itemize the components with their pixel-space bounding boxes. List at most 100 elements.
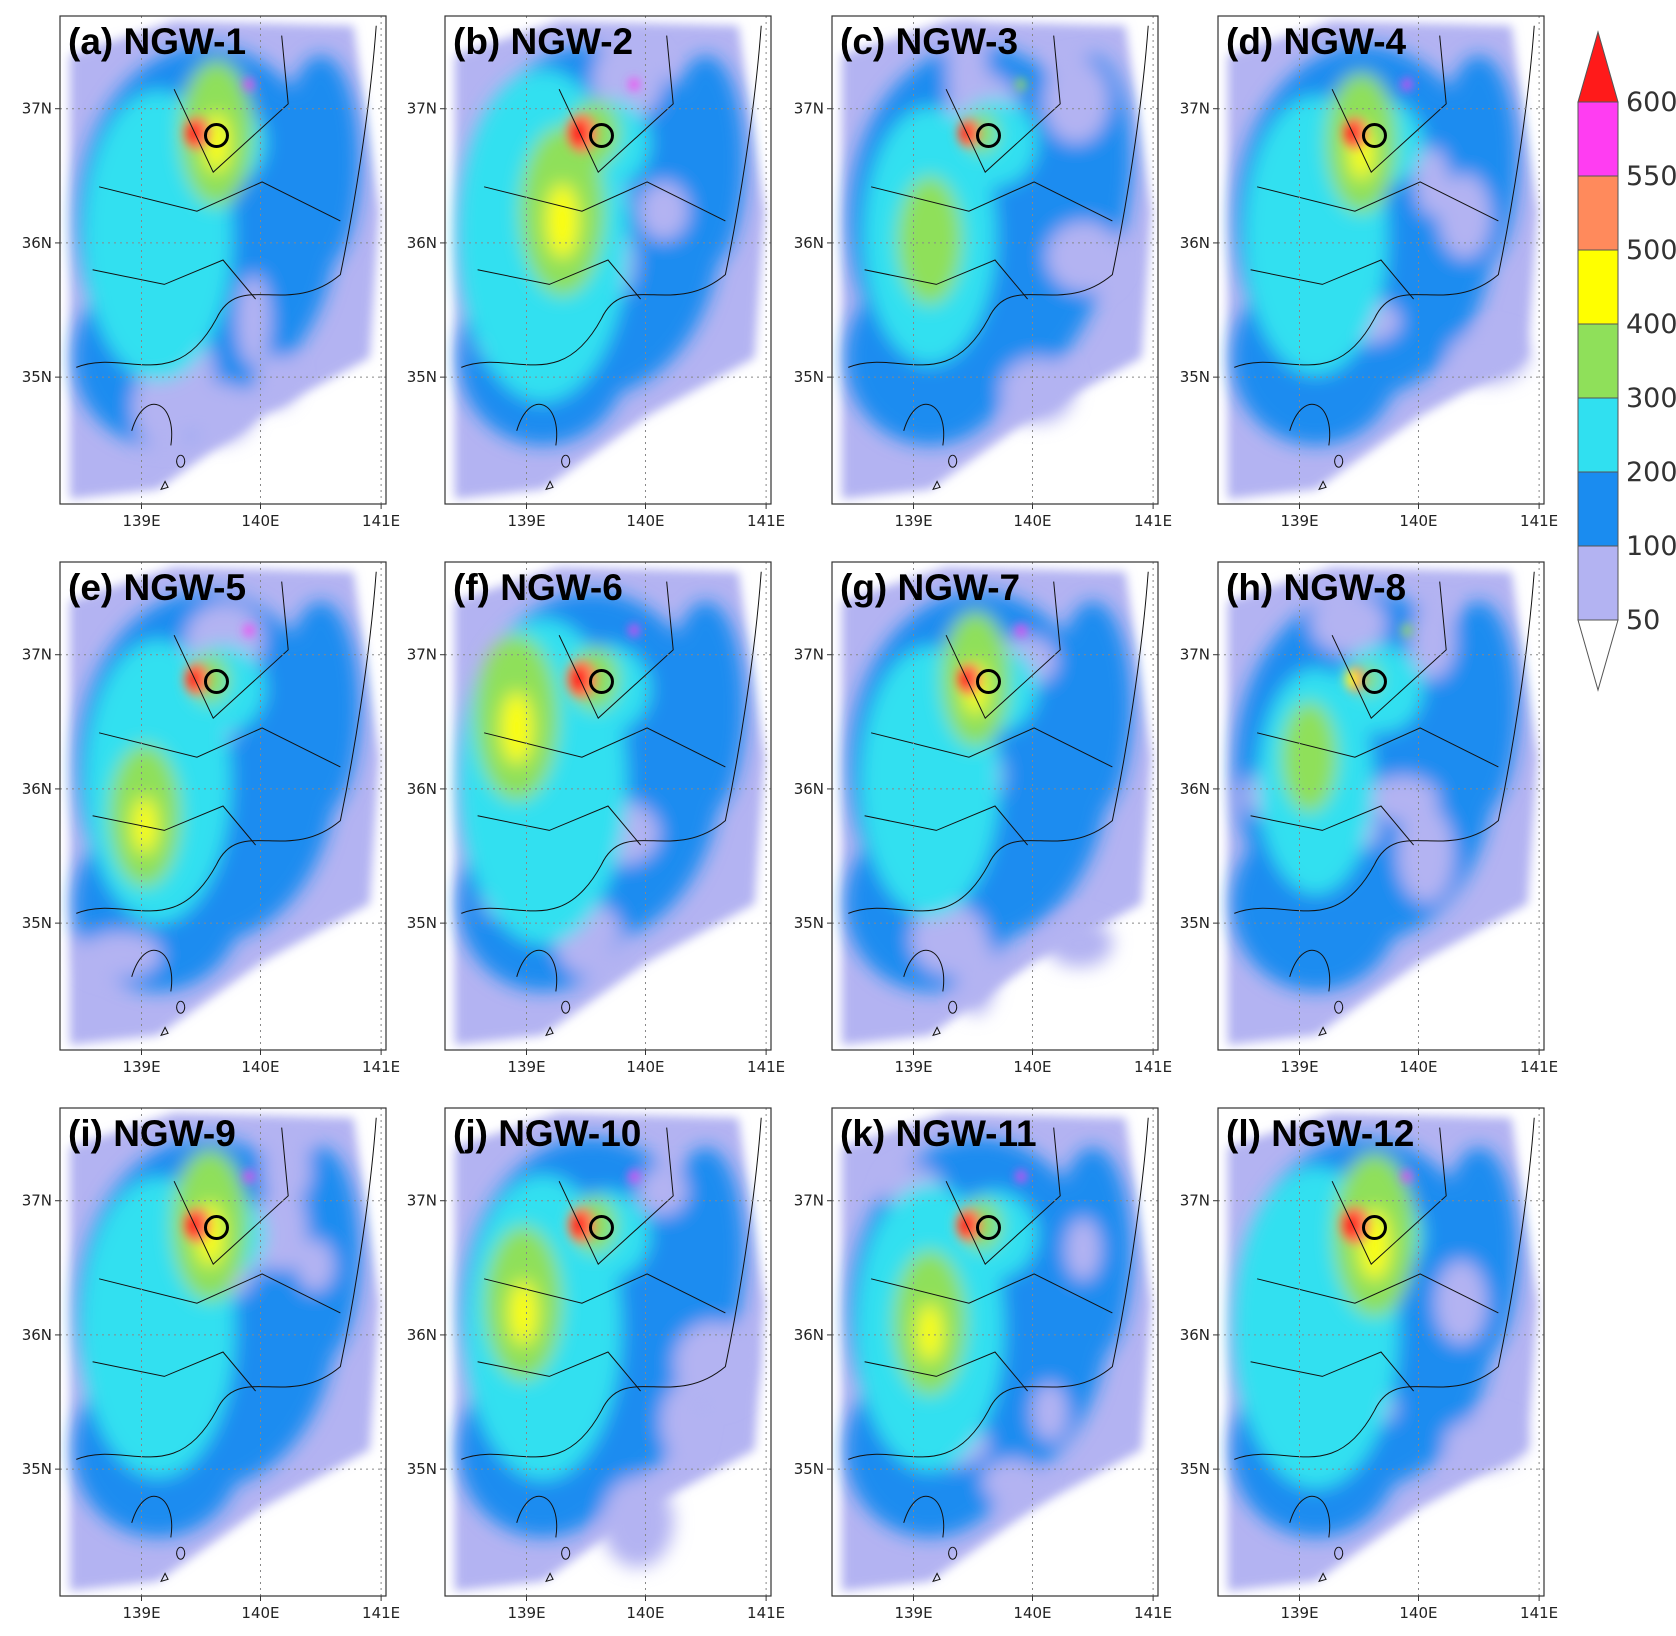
precipitation-field	[445, 1108, 771, 1596]
lon-tick-label: 141E	[1520, 512, 1558, 530]
lat-tick-label: 36N	[794, 780, 824, 798]
colorbar-swatch	[1577, 101, 1619, 177]
lat-tick-label: 37N	[1180, 1192, 1210, 1210]
lat-tick-label: 36N	[22, 234, 52, 252]
lat-tick-label: 35N	[794, 1460, 824, 1478]
lon-tick-label: 139E	[894, 1604, 932, 1622]
lat-tick-label: 36N	[1180, 1326, 1210, 1344]
lat-tick-label: 37N	[794, 646, 824, 664]
lat-tick-label: 36N	[407, 1326, 437, 1344]
colorbar-swatch	[1577, 323, 1619, 399]
map-panel: 37N 36N 35N 139E 140E 141E (g) NGW-7	[794, 561, 1172, 1076]
lat-tick-label: 37N	[407, 1192, 437, 1210]
colorbar-label: 200	[1626, 457, 1676, 488]
site-circle-marker	[588, 1215, 614, 1241]
lon-tick-label: 141E	[747, 1058, 785, 1076]
lon-tick-label: 139E	[894, 512, 932, 530]
precipitation-field	[445, 16, 771, 504]
lon-tick-label: 141E	[747, 1604, 785, 1622]
colorbar-label: 500	[1626, 235, 1676, 266]
colorbar-bottom-arrow	[1577, 619, 1619, 692]
map-panel: 37N 36N 35N 139E 140E 141E (d) NGW-4	[1180, 15, 1558, 530]
lat-tick-label: 37N	[22, 1192, 52, 1210]
lat-tick-label: 35N	[407, 1460, 437, 1478]
lon-tick-label: 139E	[122, 512, 160, 530]
lat-tick-label: 35N	[22, 1460, 52, 1478]
map-panel: 37N 36N 35N 139E 140E 141E (c) NGW-3	[794, 15, 1172, 530]
panel-title: (h) NGW-8	[1226, 567, 1406, 608]
colorbar-label: 400	[1626, 309, 1676, 340]
site-circle-marker	[203, 669, 229, 695]
colorbar-label: 600	[1626, 87, 1676, 118]
panel-title: (c) NGW-3	[840, 21, 1018, 62]
lon-tick-label: 141E	[362, 1604, 400, 1622]
precipitation-field	[60, 562, 386, 1050]
lon-tick-label: 139E	[507, 1058, 545, 1076]
site-circle-marker	[203, 1215, 229, 1241]
lon-tick-label: 140E	[1399, 512, 1437, 530]
precipitation-field	[832, 16, 1158, 504]
site-circle-marker	[588, 123, 614, 149]
lon-tick-label: 139E	[1280, 1058, 1318, 1076]
colorbar-label: 300	[1626, 383, 1676, 414]
map-panel: 37N 36N 35N 139E 140E 141E (h) NGW-8	[1180, 561, 1558, 1076]
panel-title: (j) NGW-10	[453, 1113, 641, 1154]
lon-tick-label: 139E	[1280, 512, 1318, 530]
lat-tick-label: 36N	[1180, 780, 1210, 798]
lat-tick-label: 36N	[407, 780, 437, 798]
lon-tick-label: 140E	[241, 512, 279, 530]
site-circle-marker	[975, 1215, 1001, 1241]
site-circle-marker	[1361, 123, 1387, 149]
lat-tick-label: 37N	[407, 100, 437, 118]
precipitation-field	[1218, 562, 1544, 1050]
panel-title: (b) NGW-2	[453, 21, 633, 62]
lat-tick-label: 37N	[22, 100, 52, 118]
site-circle-marker	[1361, 669, 1387, 695]
lat-tick-label: 37N	[794, 1192, 824, 1210]
colorbar-swatch	[1577, 249, 1619, 325]
lon-tick-label: 140E	[626, 1604, 664, 1622]
lon-tick-label: 140E	[626, 512, 664, 530]
site-circle-marker	[203, 123, 229, 149]
lon-tick-label: 141E	[1520, 1058, 1558, 1076]
site-circle-marker	[1361, 1215, 1387, 1241]
panel-title: (d) NGW-4	[1226, 21, 1407, 62]
lat-tick-label: 35N	[1180, 914, 1210, 932]
map-panel: 37N 36N 35N 139E 140E 141E (l) NGW-12	[1180, 1107, 1558, 1622]
lon-tick-label: 139E	[122, 1058, 160, 1076]
precipitation-field	[832, 1108, 1158, 1596]
lon-tick-label: 140E	[1013, 1058, 1051, 1076]
panel-title: (g) NGW-7	[840, 567, 1020, 608]
colorbar-label: 50	[1626, 605, 1660, 636]
lon-tick-label: 141E	[1134, 1058, 1172, 1076]
colorbar-swatch	[1577, 471, 1619, 547]
lat-tick-label: 35N	[407, 914, 437, 932]
lat-tick-label: 36N	[407, 234, 437, 252]
map-panel: 37N 36N 35N 139E 140E 141E (k) NGW-11	[794, 1107, 1172, 1622]
lat-tick-label: 35N	[794, 368, 824, 386]
lon-tick-label: 140E	[1399, 1604, 1437, 1622]
panel-title: (f) NGW-6	[453, 567, 623, 608]
lat-tick-label: 36N	[794, 234, 824, 252]
lat-tick-label: 36N	[22, 1326, 52, 1344]
panel-title: (k) NGW-11	[840, 1113, 1037, 1154]
lon-tick-label: 140E	[241, 1604, 279, 1622]
colorbar-swatch	[1577, 175, 1619, 251]
lat-tick-label: 35N	[794, 914, 824, 932]
map-panel: 37N 36N 35N 139E 140E 141E (i) NGW-9	[22, 1107, 400, 1622]
lat-tick-label: 35N	[22, 368, 52, 386]
site-circle-marker	[975, 123, 1001, 149]
lat-tick-label: 35N	[1180, 1460, 1210, 1478]
lon-tick-label: 140E	[1013, 512, 1051, 530]
panel-title: (l) NGW-12	[1226, 1113, 1414, 1154]
lat-tick-label: 35N	[22, 914, 52, 932]
precipitation-field	[832, 562, 1158, 1050]
lat-tick-label: 37N	[407, 646, 437, 664]
lon-tick-label: 141E	[1134, 512, 1172, 530]
colorbar: 600 550 500 400 300 200 100 50	[1577, 30, 1676, 692]
lon-tick-label: 139E	[507, 1604, 545, 1622]
lon-tick-label: 140E	[241, 1058, 279, 1076]
lon-tick-label: 139E	[1280, 1604, 1318, 1622]
lat-tick-label: 36N	[22, 780, 52, 798]
